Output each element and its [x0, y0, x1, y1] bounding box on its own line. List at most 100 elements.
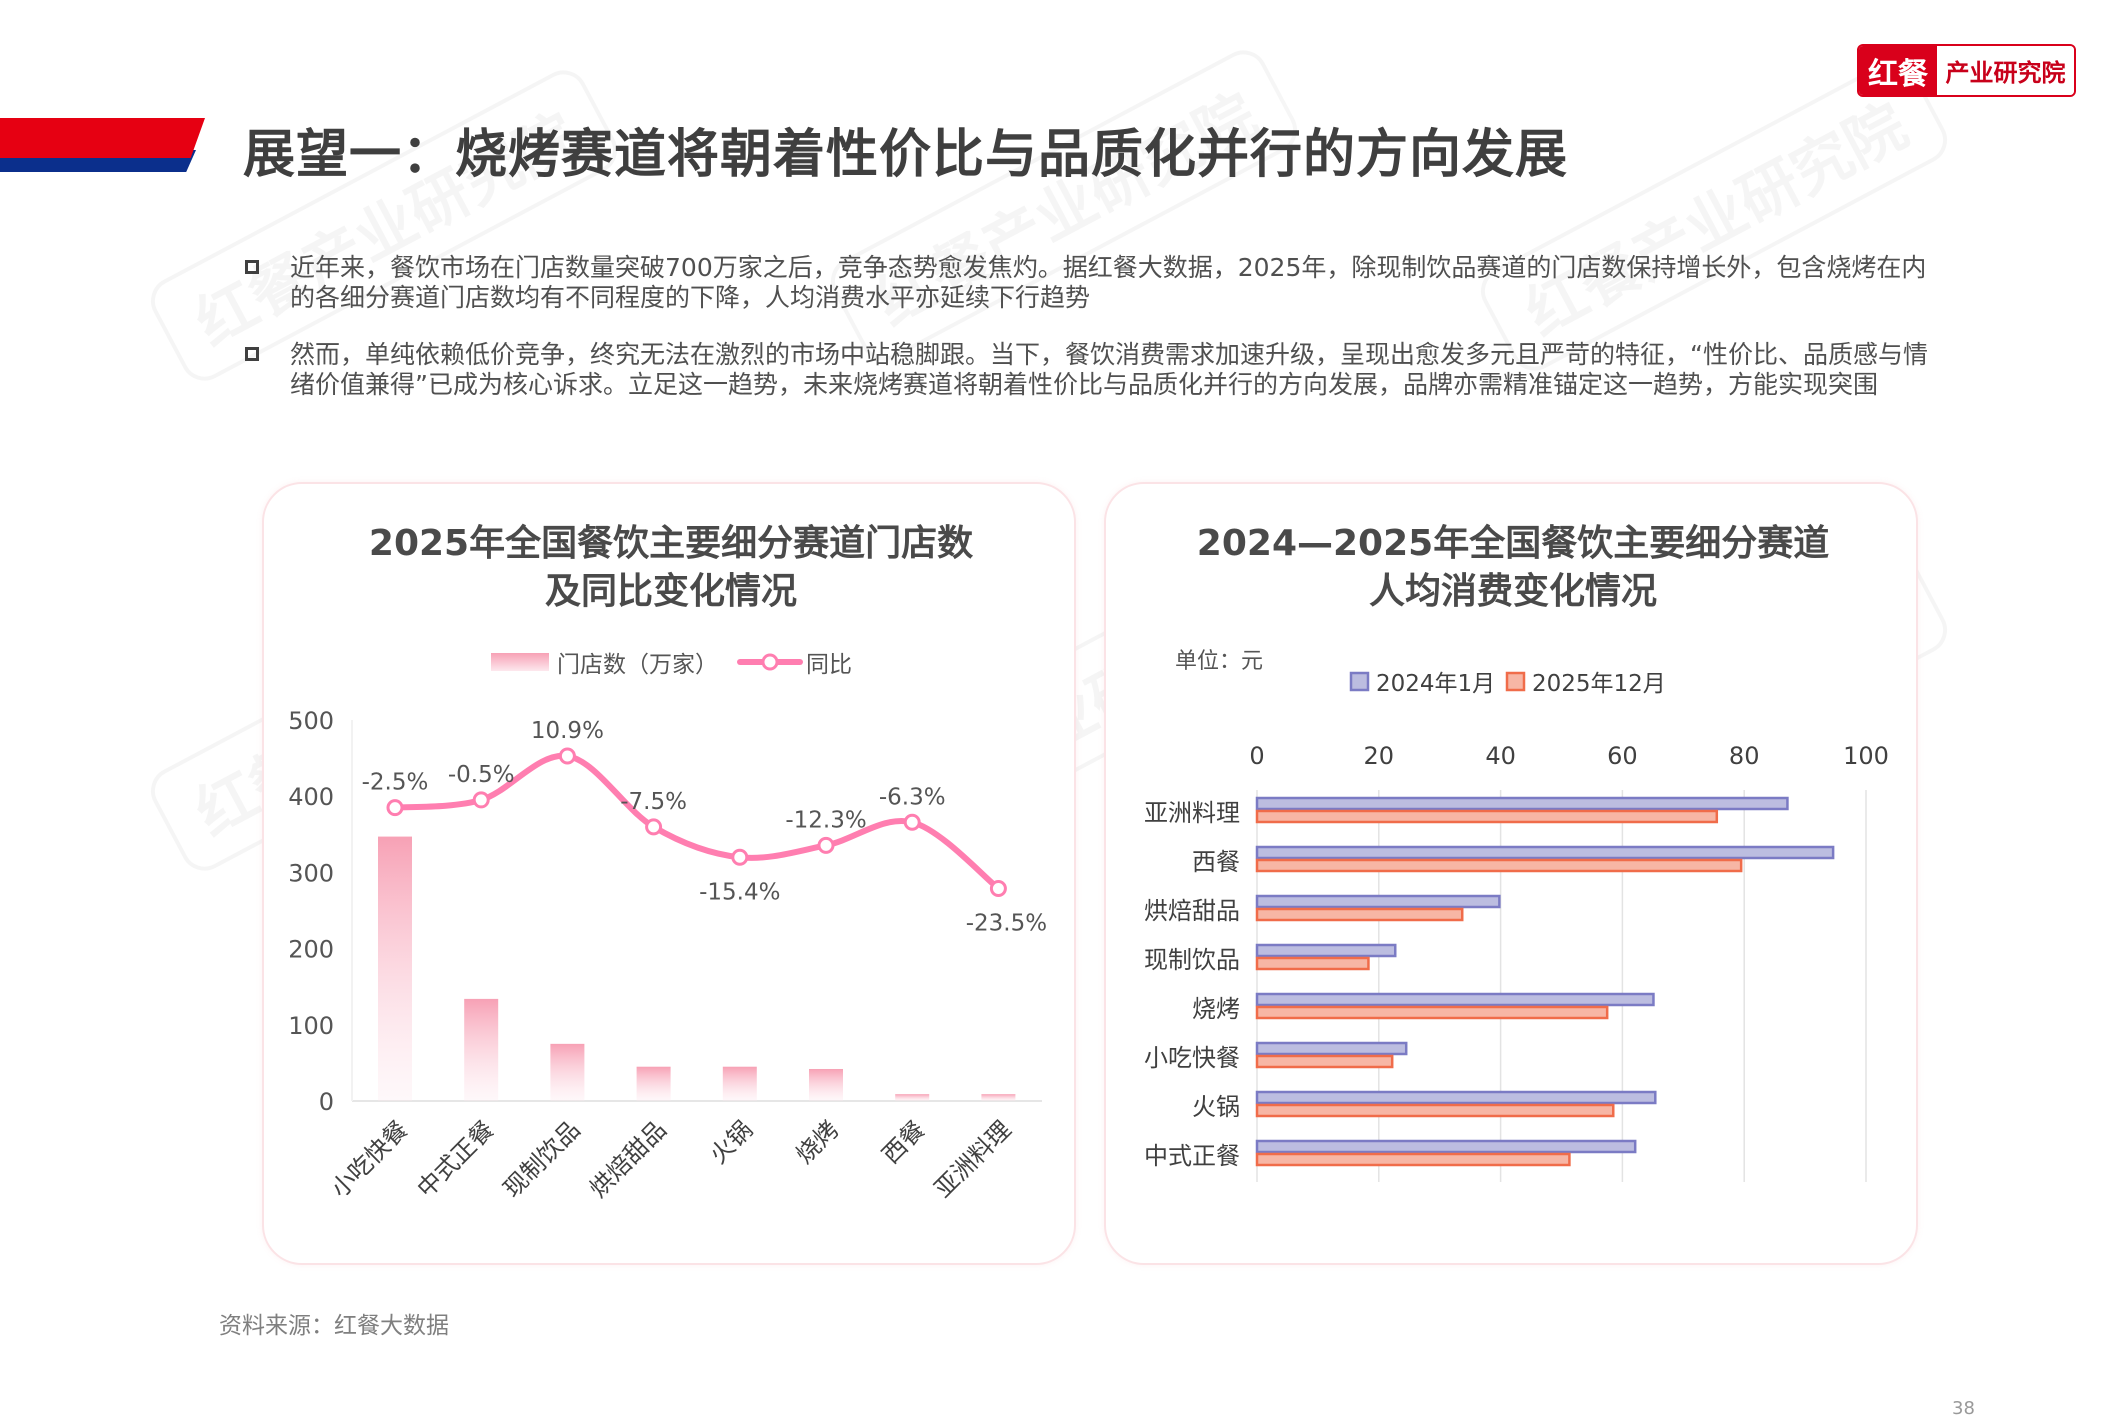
- left-chart: 门店数（万家） 同比 0 100 200 300 400 500 小吃快餐中式正餐现制饮品烘…: [288, 652, 1047, 1203]
- bar: [378, 836, 412, 1101]
- bar: [464, 998, 499, 1101]
- unit-label: 单位：元: [1175, 649, 1263, 674]
- y-tick-label: 小吃快餐: [1144, 1044, 1240, 1072]
- chart-title: 2025年全国餐饮主要细分赛道门店数 及同比变化情况: [264, 520, 1078, 616]
- bar: [1255, 1054, 1394, 1069]
- bar: [1255, 1005, 1609, 1020]
- x-tick-label: 100: [1843, 742, 1889, 770]
- legend-marker: [761, 653, 779, 671]
- yoy-point: [472, 791, 490, 809]
- bar: [1255, 1041, 1408, 1056]
- logo-mark: 红餐: [1859, 46, 1937, 95]
- right-chart-panel: 2024—2025年全国餐饮主要细分赛道 人均消费变化情况: [1104, 482, 1918, 1265]
- x-tick-label: 烘焙甜品: [584, 1115, 672, 1203]
- y-tick-label: 0: [319, 1088, 334, 1116]
- chart-title-line: 2024—2025年全国餐饮主要细分赛道: [1196, 523, 1830, 564]
- legend-label: 同比: [806, 652, 852, 678]
- legend-swatch: [1505, 671, 1526, 692]
- bar: [1255, 1152, 1571, 1167]
- x-tick-label: 40: [1485, 742, 1516, 770]
- page-title: 展望一：烧烤赛道将朝着性价比与品质化并行的方向发展: [243, 125, 1569, 185]
- x-tick-label: 20: [1364, 742, 1395, 770]
- chart-title-line: 及同比变化情况: [544, 571, 797, 612]
- bar: [1255, 845, 1835, 860]
- legend-swatch: [1349, 671, 1370, 692]
- x-tick-label: 亚洲料理: [929, 1115, 1017, 1203]
- bar: [1255, 1103, 1615, 1118]
- yoy-point: [645, 818, 663, 836]
- bar: [1255, 956, 1370, 971]
- bar: [1255, 1090, 1657, 1105]
- bullet-point: 近年来，餐饮市场在门店数量突破700万家之后，竞争态势愈发焦灼。据红餐大数据，2…: [245, 253, 1945, 313]
- y-tick-label: 火锅: [1192, 1093, 1240, 1121]
- source-note: 资料来源：红餐大数据: [219, 1313, 449, 1339]
- yoy-point: [558, 747, 576, 765]
- bar: [636, 1066, 671, 1101]
- chart-title: 2024—2025年全国餐饮主要细分赛道 人均消费变化情况: [1106, 520, 1920, 616]
- bullet-point: 然而，单纯依赖低价竞争，终究无法在激烈的市场中站稳脚跟。当下，餐饮消费需求加速升…: [245, 340, 1945, 400]
- y-tick-label: 100: [288, 1012, 334, 1040]
- data-label: -0.5%: [448, 762, 515, 788]
- bar: [1255, 858, 1743, 873]
- y-tick-label: 现制饮品: [1144, 946, 1240, 974]
- y-tick-label: 500: [288, 707, 334, 735]
- yoy-point: [386, 799, 404, 817]
- data-label: -12.3%: [785, 807, 866, 833]
- bar: [1255, 796, 1789, 811]
- y-tick-label: 200: [288, 936, 334, 964]
- bar: [722, 1066, 757, 1101]
- yoy-point: [817, 836, 835, 854]
- data-label: 10.9%: [531, 718, 604, 744]
- data-label: -15.4%: [699, 879, 780, 905]
- yoy-point: [989, 879, 1007, 897]
- logo-text: 产业研究院: [1937, 46, 2074, 95]
- bar: [1255, 943, 1397, 958]
- page-number: 38: [1952, 1398, 1975, 1419]
- x-tick-label: 火锅: [704, 1115, 758, 1169]
- y-tick-label: 300: [288, 859, 334, 887]
- y-tick-label: 400: [288, 783, 334, 811]
- brand-logo: 红餐 产业研究院: [1857, 44, 2076, 97]
- bullet-square-icon: [245, 260, 259, 274]
- bar: [1255, 1139, 1637, 1154]
- bar: [1255, 992, 1655, 1007]
- legend-swatch-bar: [491, 653, 549, 671]
- x-tick-label: 中式正餐: [412, 1115, 500, 1203]
- bar: [1255, 907, 1464, 922]
- y-tick-label: 西餐: [1192, 848, 1240, 876]
- data-label: -7.5%: [620, 789, 687, 815]
- right-chart: 单位：元 2024年1月 2025年12月 0 20 40 60 80 100 亚洲料理西餐…: [1144, 649, 1889, 1182]
- yoy-point: [903, 813, 921, 831]
- chart-title-line: 2025年全国餐饮主要细分赛道门店数: [368, 523, 974, 564]
- bullet-text: 近年来，餐饮市场在门店数量突破700万家之后，竞争态势愈发焦灼。据红餐大数据，2…: [290, 253, 1927, 312]
- x-tick-label: 西餐: [877, 1115, 931, 1169]
- bullet-square-icon: [245, 347, 259, 361]
- header-accent-red: [0, 118, 205, 158]
- bar: [550, 1043, 585, 1101]
- chart-title-line: 人均消费变化情况: [1368, 571, 1657, 612]
- bar: [895, 1094, 930, 1101]
- y-tick-label: 中式正餐: [1144, 1142, 1240, 1170]
- bar: [1255, 894, 1501, 909]
- y-tick-label: 烧烤: [1192, 995, 1240, 1023]
- data-label: -23.5%: [966, 910, 1047, 936]
- y-tick-label: 亚洲料理: [1144, 799, 1240, 827]
- x-tick-label: 60: [1607, 742, 1638, 770]
- x-tick-label: 现制饮品: [498, 1115, 586, 1203]
- x-tick-label: 80: [1729, 742, 1760, 770]
- y-tick-label: 烘焙甜品: [1144, 897, 1240, 925]
- x-tick-label: 小吃快餐: [326, 1115, 414, 1203]
- bullet-text: 然而，单纯依赖低价竞争，终究无法在激烈的市场中站稳脚跟。当下，餐饮消费需求加速升…: [290, 340, 1928, 399]
- legend-label: 门店数（万家）: [557, 652, 718, 678]
- x-tick-label: 烧烤: [791, 1115, 845, 1169]
- legend-label: 2024年1月: [1376, 671, 1495, 697]
- bar: [1255, 809, 1719, 824]
- legend-label: 2025年12月: [1532, 671, 1666, 697]
- bar: [981, 1094, 1016, 1101]
- bar: [809, 1068, 843, 1101]
- data-label: -2.5%: [362, 770, 429, 796]
- x-tick-label: 0: [1249, 742, 1264, 770]
- data-label: -6.3%: [879, 784, 946, 810]
- yoy-point: [731, 848, 749, 866]
